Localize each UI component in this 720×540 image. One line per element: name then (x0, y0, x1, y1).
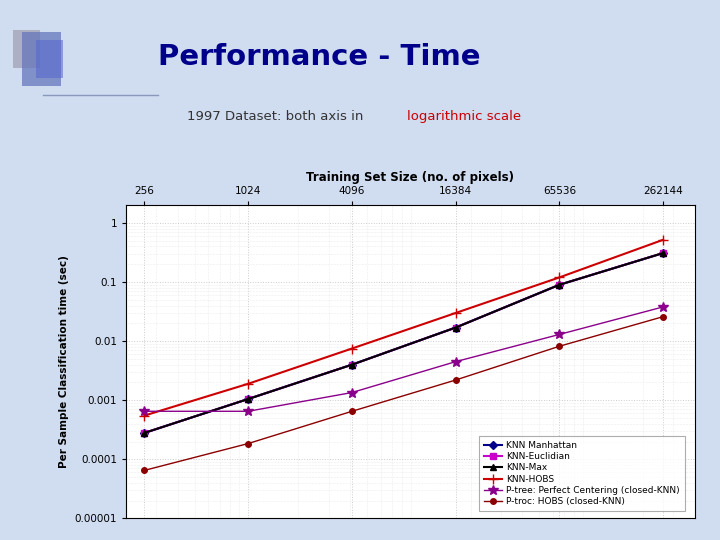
KNN-Max (555, 281, 564, 288)
P-tree: Perfect Centering (closed-KNN): (1.64e+04, 0.0045): Perfect Centering (closed-KNN): (1.64e+0… (451, 359, 460, 365)
KNN Manhattan (140, 430, 149, 436)
Text: 1997 Dataset: both axis in: 1997 Dataset: both axis in (187, 110, 368, 123)
Y-axis label: Per Sample Classification time (sec): Per Sample Classification time (sec) (59, 255, 69, 468)
Bar (36, 40, 63, 78)
Text: Performance - Time: Performance - Time (158, 43, 481, 71)
KNN-Max (140, 430, 149, 436)
P-troc: HOBS (closed-KNN): (2.62e+05, 0.026): HOBS (closed-KNN): (2.62e+05, 0.026) (659, 313, 667, 320)
P-troc: HOBS (closed-KNN): (256, 6.5e-05): HOBS (closed-KNN): (256, 6.5e-05) (140, 467, 149, 474)
KNN-HOBS (555, 274, 564, 281)
KNN Manhattan (555, 281, 564, 288)
P-troc: HOBS (closed-KNN): (4.1e+03, 0.00065): HOBS (closed-KNN): (4.1e+03, 0.00065) (348, 408, 356, 415)
P-tree: Perfect Centering (closed-KNN): (2.62e+05, 0.038): Perfect Centering (closed-KNN): (2.62e+0… (659, 303, 667, 310)
X-axis label: Training Set Size (no. of pixels): Training Set Size (no. of pixels) (307, 171, 514, 184)
Line: KNN-HOBS: KNN-HOBS (140, 235, 668, 421)
KNN-Euclidian (659, 250, 667, 256)
KNN-Max (348, 361, 356, 368)
Bar (22, 32, 61, 86)
KNN-HOBS (244, 381, 253, 387)
Line: KNN Manhattan: KNN Manhattan (142, 250, 666, 436)
Line: KNN-Euclidian: KNN-Euclidian (142, 250, 666, 436)
Line: P-troc: HOBS (closed-KNN): P-troc: HOBS (closed-KNN) (142, 314, 666, 473)
KNN-HOBS (140, 413, 149, 419)
KNN-HOBS (348, 345, 356, 352)
Legend: KNN Manhattan, KNN-Euclidian, KNN-Max, KNN-HOBS, P-tree: Perfect Centering (clos: KNN Manhattan, KNN-Euclidian, KNN-Max, K… (480, 436, 685, 511)
P-tree: Perfect Centering (closed-KNN): (1.02e+03, 0.00065): Perfect Centering (closed-KNN): (1.02e+0… (244, 408, 253, 415)
KNN Manhattan (451, 325, 460, 331)
KNN-Euclidian (451, 325, 460, 331)
Text: logarithmic scale: logarithmic scale (407, 110, 521, 123)
KNN-Max (451, 325, 460, 331)
KNN-HOBS (659, 237, 667, 243)
KNN-Euclidian (555, 281, 564, 288)
KNN-HOBS (451, 310, 460, 316)
Line: KNN-Max: KNN-Max (142, 250, 666, 436)
P-troc: HOBS (closed-KNN): (1.64e+04, 0.0022): HOBS (closed-KNN): (1.64e+04, 0.0022) (451, 377, 460, 383)
KNN Manhattan (244, 396, 253, 402)
P-tree: Perfect Centering (closed-KNN): (4.1e+03, 0.00135): Perfect Centering (closed-KNN): (4.1e+03… (348, 389, 356, 396)
P-tree: Perfect Centering (closed-KNN): (6.55e+04, 0.013): Perfect Centering (closed-KNN): (6.55e+0… (555, 331, 564, 338)
KNN-Euclidian (348, 361, 356, 368)
KNN-Euclidian (140, 430, 149, 436)
KNN Manhattan (659, 250, 667, 256)
Bar (13, 30, 40, 68)
KNN-Max (659, 250, 667, 256)
P-troc: HOBS (closed-KNN): (6.55e+04, 0.0082): HOBS (closed-KNN): (6.55e+04, 0.0082) (555, 343, 564, 349)
Line: P-tree: Perfect Centering (closed-KNN): P-tree: Perfect Centering (closed-KNN) (140, 302, 668, 416)
KNN-Max (244, 396, 253, 402)
P-troc: HOBS (closed-KNN): (1.02e+03, 0.000185): HOBS (closed-KNN): (1.02e+03, 0.000185) (244, 440, 253, 447)
KNN Manhattan (348, 361, 356, 368)
P-tree: Perfect Centering (closed-KNN): (256, 0.00065): Perfect Centering (closed-KNN): (256, 0.… (140, 408, 149, 415)
KNN-Euclidian (244, 396, 253, 402)
